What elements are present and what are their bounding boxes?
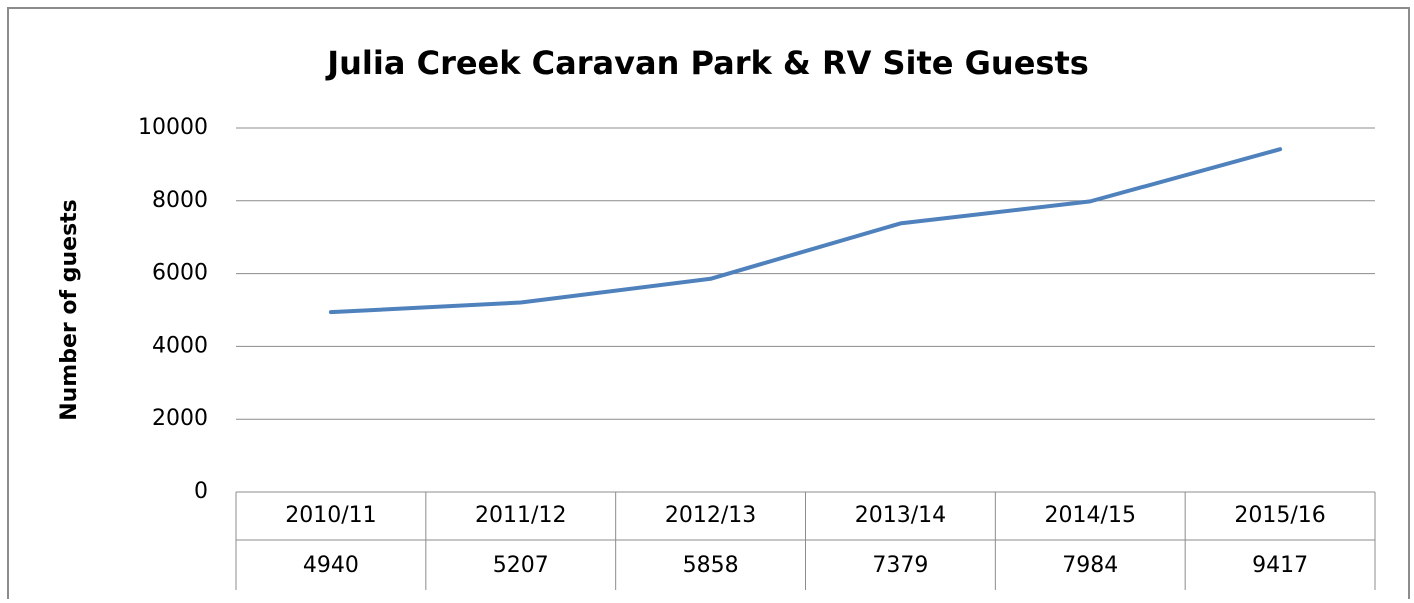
table-value: 7984 [1062,553,1118,578]
x-tick-label: 2012/13 [665,503,756,528]
line [328,147,1283,315]
table-value: 9417 [1252,553,1308,578]
y-tick-label: 0 [194,479,208,504]
y-axis-title: Number of guests [57,199,82,421]
table-value: 5207 [493,553,549,578]
x-tick-label: 2014/15 [1045,503,1136,528]
y-tick-label: 4000 [152,333,208,358]
table-value: 5858 [683,553,739,578]
x-tick-label: 2013/14 [855,503,946,528]
y-tick-label: 6000 [152,261,208,286]
table-value: 7379 [872,553,928,578]
table-value: 4940 [303,553,359,578]
y-tick-label: 10000 [138,115,208,140]
x-tick-label: 2010/11 [285,503,376,528]
x-tick-label: 2011/12 [475,503,566,528]
x-tick-label: 2015/16 [1234,503,1325,528]
y-tick-label: 2000 [152,406,208,431]
chart-title: Julia Creek Caravan Park & RV Site Guest… [325,44,1089,82]
y-tick-label: 8000 [152,188,208,213]
chart-border [7,7,1410,603]
